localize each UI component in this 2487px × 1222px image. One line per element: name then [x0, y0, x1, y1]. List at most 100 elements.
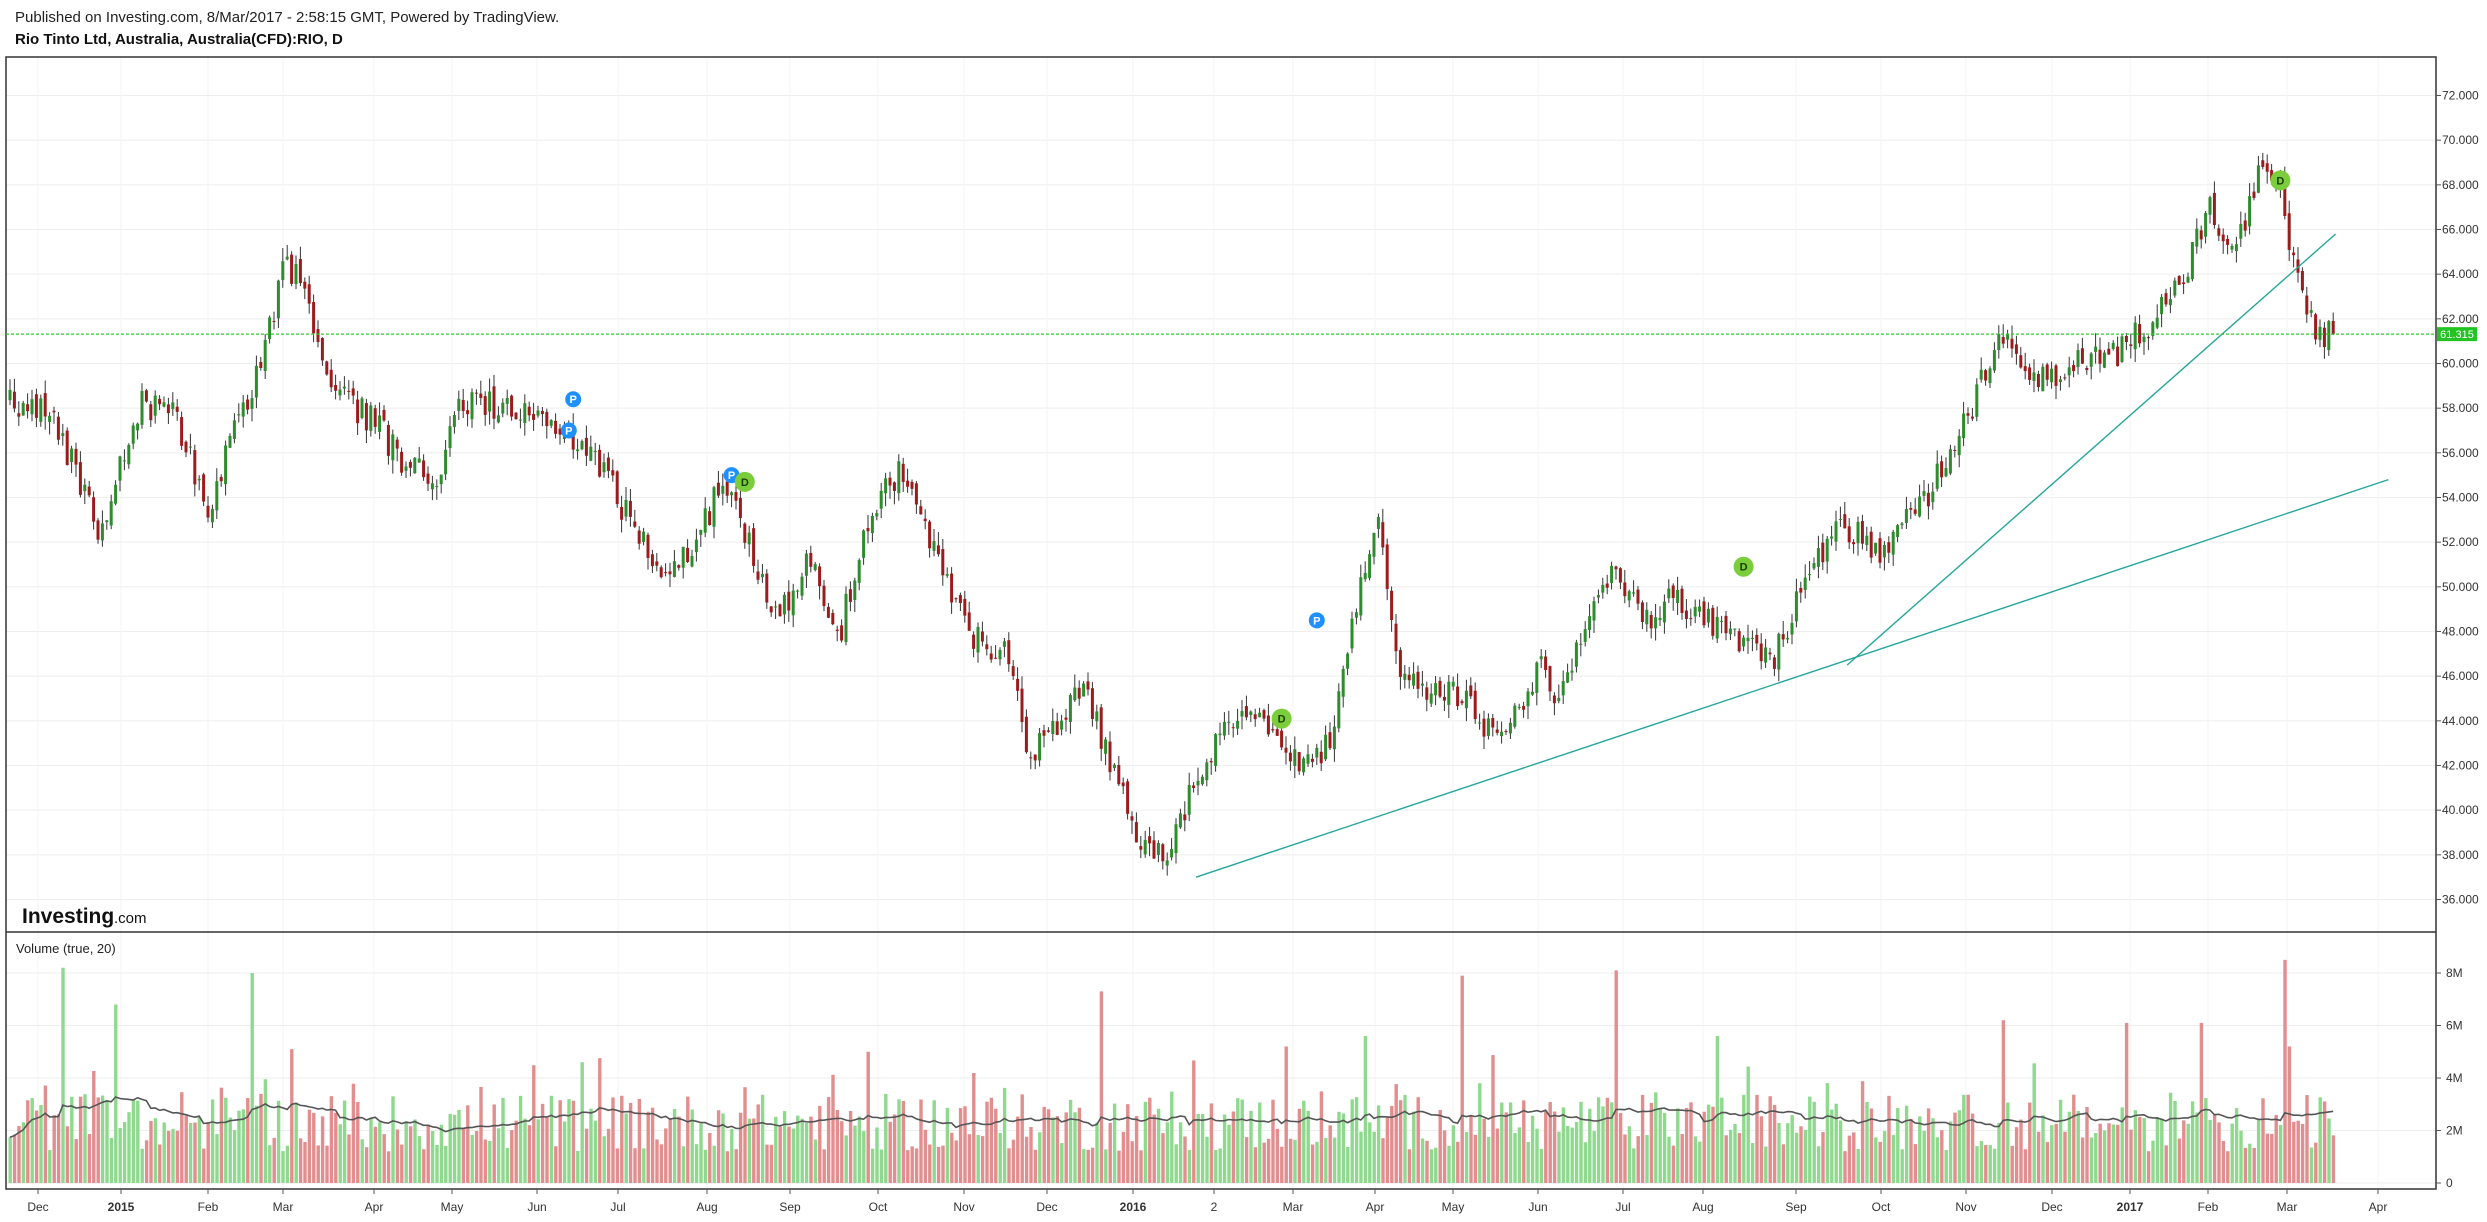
candle-body — [1486, 718, 1490, 736]
candle-body — [1706, 608, 1710, 623]
candle-body — [496, 415, 500, 423]
volume-bar — [417, 1136, 422, 1183]
candle-body — [1504, 731, 1508, 733]
p-marker[interactable]: P — [1308, 612, 1325, 629]
dividend-marker[interactable]: D — [1271, 708, 1292, 729]
volume-bar — [2239, 1130, 2243, 1183]
time-tick-label: 2016 — [1120, 1200, 1147, 1214]
candle-body — [1209, 760, 1213, 763]
volume-bar — [958, 1108, 963, 1183]
volume-bar — [576, 1150, 580, 1183]
candle-body — [100, 523, 104, 541]
candle-body — [206, 505, 210, 518]
candle-body — [2314, 314, 2318, 340]
trendline[interactable] — [1195, 478, 2389, 878]
volume-bar — [1623, 1134, 1627, 1183]
candle-body — [1786, 637, 1790, 640]
volume-bar — [1667, 1136, 1671, 1183]
dividend-marker[interactable]: D — [1733, 556, 1754, 577]
volume-bar — [514, 1120, 518, 1183]
volume-bar — [1148, 1097, 1152, 1183]
dividend-marker[interactable]: D — [2270, 170, 2291, 191]
volume-bar — [1596, 1097, 1601, 1183]
volume-bar — [2085, 1107, 2089, 1183]
volume-bar — [452, 1114, 457, 1183]
volume-bar — [2331, 1135, 2336, 1183]
volume-bar — [1456, 1141, 1460, 1183]
candle-body — [637, 530, 641, 544]
candle-body — [1491, 718, 1495, 728]
trendline[interactable] — [1846, 233, 2337, 666]
volume-bar — [1029, 1126, 1033, 1183]
candle-body — [1086, 681, 1090, 690]
price-tick-label: 72.000 — [2442, 89, 2479, 103]
volume-bar — [1838, 1120, 1843, 1183]
candle-body — [518, 419, 522, 421]
candle-body — [268, 317, 272, 340]
last-price-badge: 61.315 — [2437, 327, 2477, 342]
volume-bar — [1196, 1114, 1200, 1183]
candle-body — [439, 474, 443, 485]
candle-body — [1262, 710, 1266, 719]
volume-bar — [325, 1145, 329, 1183]
candle-body — [958, 595, 962, 604]
volume-bar — [1319, 1091, 1324, 1183]
volume-bar — [884, 1093, 888, 1183]
volume-bar — [140, 1148, 144, 1183]
candle-body — [1935, 463, 1939, 489]
volume-bar — [1275, 1128, 1280, 1183]
candle-body — [1610, 565, 1614, 584]
volume-bar — [351, 1083, 356, 1183]
volume-bar — [2226, 1151, 2230, 1183]
candle-body — [1482, 718, 1486, 737]
candle-body — [1068, 695, 1072, 723]
candle-body — [56, 416, 60, 440]
volume-bar — [1649, 1102, 1654, 1183]
volume-bar — [1293, 1139, 1297, 1183]
candle-body — [774, 606, 778, 608]
candle-body — [2239, 224, 2243, 239]
candle-body — [1328, 732, 1332, 749]
candle-body — [2089, 353, 2093, 367]
volume-bar — [699, 1123, 703, 1183]
dividend-marker[interactable]: D — [734, 471, 755, 492]
candle-body — [769, 606, 773, 613]
candle-body — [1315, 747, 1319, 758]
volume-bar — [1728, 1129, 1733, 1183]
candle-body — [2252, 191, 2256, 198]
candle-body — [369, 405, 373, 431]
candle-body — [2138, 324, 2142, 344]
chart-title: Rio Tinto Ltd, Australia, Australia(CFD)… — [15, 31, 343, 48]
candle-body — [461, 399, 465, 411]
last-price-value: 61.315 — [2440, 329, 2474, 341]
volume-bar — [1803, 1129, 1808, 1183]
candle-body — [1196, 780, 1200, 786]
candle-body — [615, 471, 619, 505]
candle-body — [290, 254, 294, 284]
volume-bar — [857, 1116, 862, 1183]
volume-bar — [83, 1094, 87, 1183]
volume-bar — [2151, 1140, 2155, 1183]
candle-body — [642, 531, 646, 542]
candle-body — [2028, 367, 2032, 380]
p-marker[interactable]: P — [565, 391, 582, 408]
candle-body — [1077, 687, 1081, 699]
p-marker[interactable]: P — [560, 422, 577, 439]
volume-bar — [554, 1146, 558, 1183]
volume-bar — [158, 1144, 162, 1183]
candle-body — [734, 492, 738, 501]
volume-bar — [149, 1120, 153, 1183]
volume-bar — [8, 1137, 12, 1183]
candle-body — [1372, 532, 1376, 557]
volume-bar — [1913, 1144, 1918, 1183]
volume-bar — [1693, 1136, 1698, 1183]
candle-body — [360, 398, 364, 418]
trendlines[interactable] — [1195, 233, 2389, 878]
volume-bar — [369, 1117, 373, 1183]
candle-body — [910, 481, 914, 489]
volume-bar — [224, 1097, 228, 1183]
candle-body — [1275, 729, 1279, 736]
candle-body — [831, 613, 835, 625]
